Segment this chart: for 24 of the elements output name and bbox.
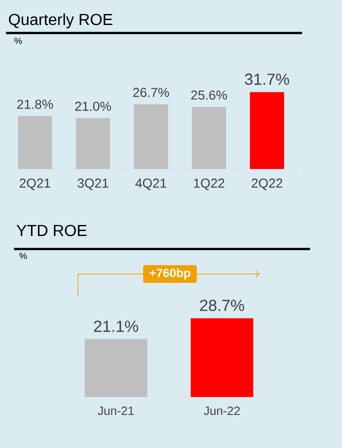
data-label: 25.6% — [191, 90, 227, 100]
x-tick-label: 2Q21 — [20, 178, 50, 190]
x-tick-label: 4Q21 — [135, 178, 166, 190]
data-label: 21.0% — [75, 102, 111, 111]
bar — [18, 116, 52, 170]
bar — [250, 92, 284, 170]
x-tick-label: 3Q21 — [78, 178, 108, 190]
chart-title: YTD ROE — [16, 224, 87, 236]
x-tick-label: 1Q22 — [194, 178, 224, 190]
data-label: 21.1% — [94, 320, 138, 332]
data-label: 26.7% — [133, 88, 169, 98]
text: +760bp — [150, 268, 190, 280]
bar — [192, 106, 226, 170]
bar — [76, 118, 110, 170]
data-label: 31.7% — [244, 74, 290, 85]
bar — [134, 104, 168, 170]
x-tick-label: Jun-21 — [98, 406, 134, 416]
chart-title: Quarterly ROE — [8, 13, 112, 28]
y-axis-title: % — [14, 38, 22, 44]
x-tick-label: Jun-22 — [204, 406, 240, 416]
data-label: 21.8% — [17, 100, 53, 109]
x-tick-label: 2Q22 — [252, 178, 282, 190]
y-axis-title: % — [20, 252, 27, 260]
data-label: 28.7% — [200, 300, 244, 312]
